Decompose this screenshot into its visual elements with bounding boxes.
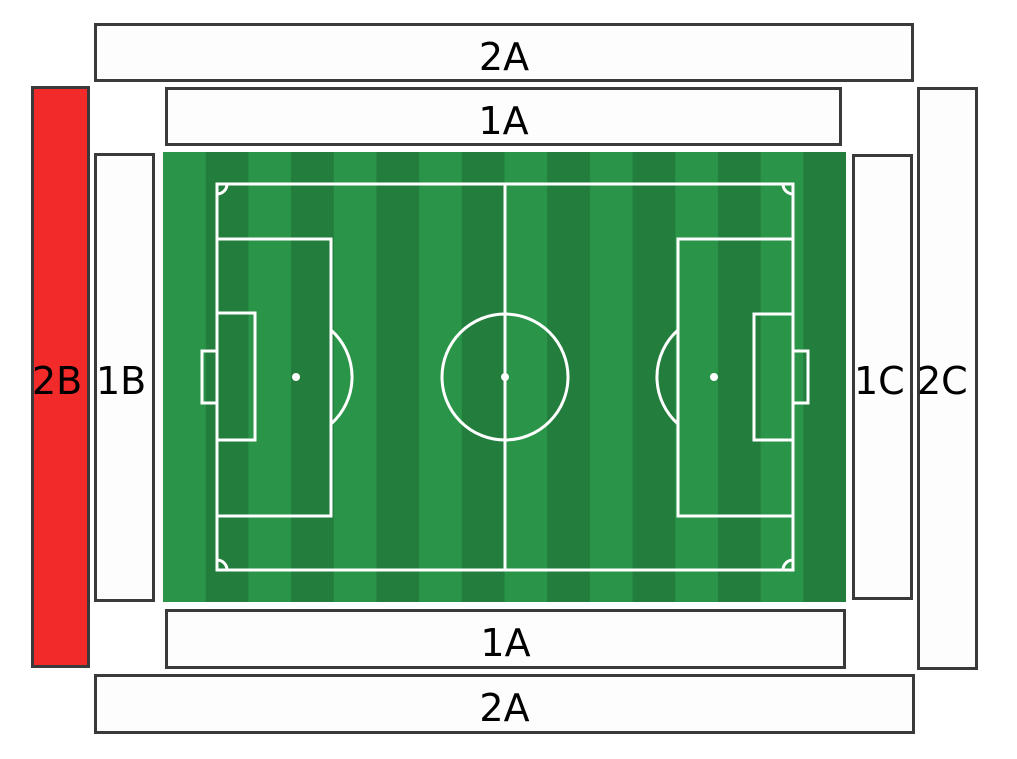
section-2c[interactable] [917, 87, 978, 670]
section-1a-bottom[interactable]: 1A [165, 609, 846, 669]
section-2a-top-label: 2A [478, 35, 530, 79]
section-1b[interactable] [94, 153, 155, 602]
section-2a-bottom[interactable]: 2A [94, 674, 915, 734]
centre-spot [501, 373, 509, 381]
section-1c[interactable] [852, 154, 913, 600]
corner-arc-bottom-right [781, 558, 794, 571]
left-penalty-spot [292, 373, 300, 381]
section-2b[interactable] [31, 86, 90, 668]
pitch-spots [292, 373, 718, 381]
corner-arc-top-left [216, 183, 229, 196]
pitch-stripe [461, 152, 505, 602]
section-1a-bottom-label: 1A [480, 621, 531, 665]
section-2a-top[interactable]: 2A [94, 23, 914, 82]
right-goal [791, 349, 810, 405]
left-goal [200, 349, 219, 405]
pitch-stripe [803, 152, 846, 602]
pitch-stripes [205, 152, 846, 602]
section-1a-top-label: 1A [478, 99, 529, 143]
football-pitch [163, 152, 846, 602]
pitch-stripe [632, 152, 676, 602]
right-penalty-spot [710, 373, 718, 381]
section-1a-top[interactable]: 1A [165, 87, 842, 146]
right-penalty-arc [655, 328, 679, 426]
left-penalty-arc [330, 328, 354, 426]
pitch-stripe [376, 152, 420, 602]
corner-arc-top-right [781, 183, 794, 196]
corner-arc-bottom-left [216, 558, 229, 571]
section-2a-bottom-label: 2A [479, 686, 530, 730]
pitch-stripe [205, 152, 249, 602]
centre-circle [440, 312, 570, 442]
